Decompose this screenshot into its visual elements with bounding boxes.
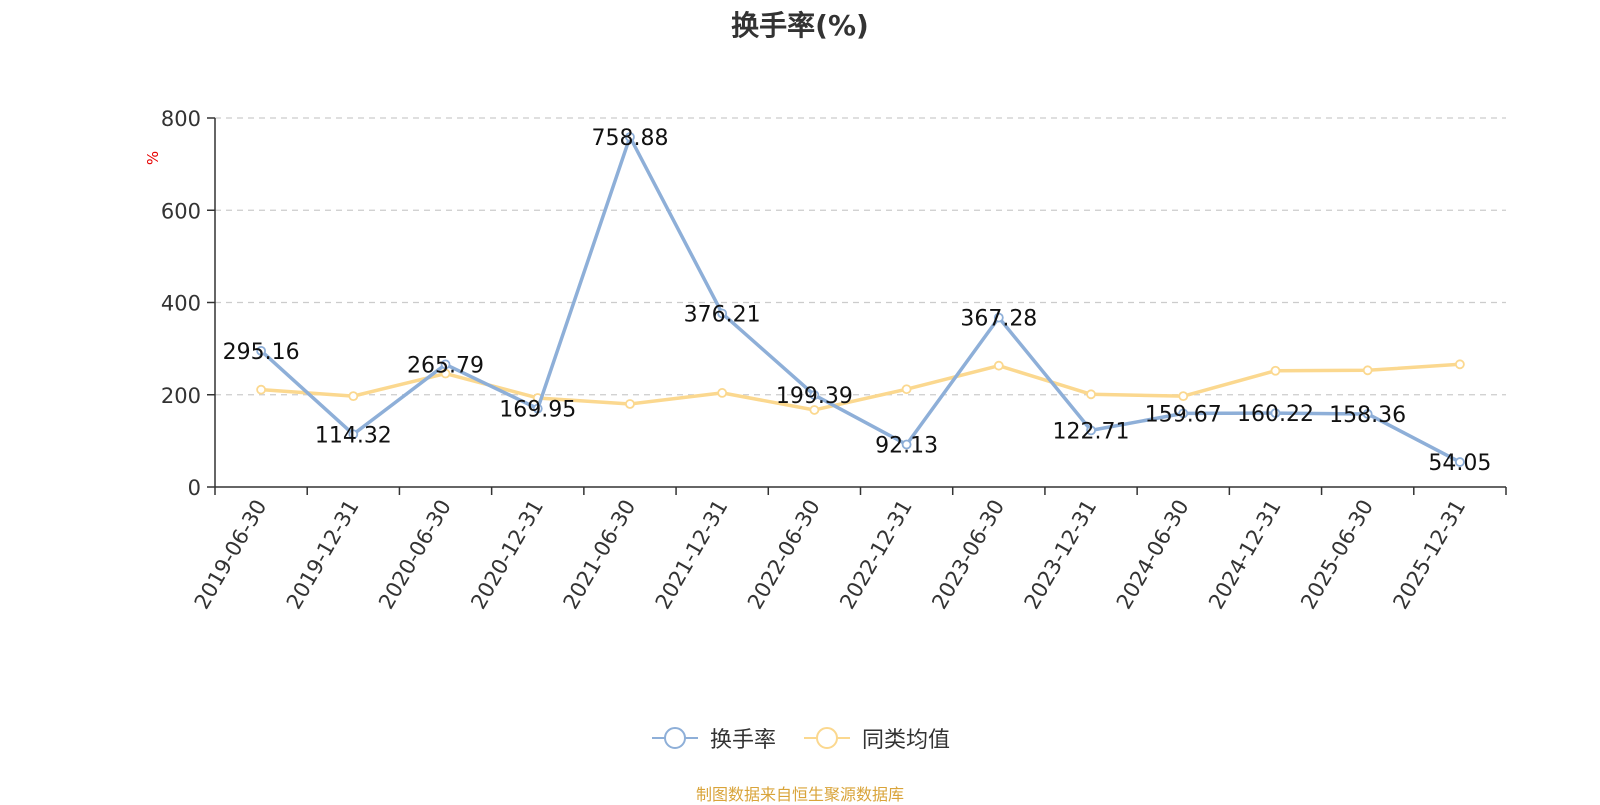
x-tick-label: 2021-12-31 [651,496,733,614]
data-label: 159.67 [1145,402,1222,427]
legend-label: 换手率 [709,728,776,753]
data-point [1086,425,1096,436]
data-point [1362,409,1373,419]
data-point [717,388,728,398]
legend-item[interactable]: 同类均值 [802,722,950,754]
legend-label: 同类均值 [862,728,951,753]
data-label: 367.28 [960,307,1037,332]
data-point [348,391,359,402]
legend-marker [816,727,838,749]
data-point [440,359,451,370]
x-tick-label: 2024-12-31 [1204,496,1286,614]
data-point [532,403,543,414]
data-point [993,360,1004,371]
data-label: 758.88 [591,126,668,151]
x-tick-label: 2020-06-30 [374,496,456,614]
data-label: 160.22 [1237,402,1314,427]
y-tick-label: 800 [161,107,201,131]
y-tick-label: 400 [161,292,201,316]
series-line [260,362,1461,412]
x-tick-label: 2020-12-31 [466,496,548,614]
data-point [809,390,820,400]
data-label: 54.05 [1428,451,1491,476]
source-note: 制图数据来自恒生聚源数据库 [695,785,904,804]
data-point [1178,408,1189,419]
data-point [901,439,912,450]
axes: 0 200 400 600 800% 2019-06-30 2019-12-31 2020-0… [144,107,1507,614]
data-label: 92.13 [875,434,938,459]
x-tick-label: 2023-12-31 [1020,496,1102,614]
data-point [348,429,359,440]
data-point [1362,365,1373,376]
data-point [256,345,267,356]
x-tick-label: 2019-06-30 [190,496,272,614]
legend-symbol-icon [804,727,850,749]
data-point [625,132,635,142]
legend-marker [663,727,686,749]
data-label: 158.36 [1329,403,1406,428]
data-label: 265.79 [407,353,484,378]
data-point [993,312,1004,323]
x-tick-label: 2024-06-30 [1112,496,1194,614]
data-point [901,384,912,395]
x-tick-label: 2022-06-30 [743,496,825,614]
legend-symbol-icon [651,727,698,749]
data-point [1454,457,1465,467]
data-label: 295.16 [223,340,300,365]
data-point [717,308,728,319]
data-label: 199.39 [776,384,853,409]
y-tick-label: 600 [161,199,201,223]
x-tick-label: 2025-06-30 [1296,496,1378,614]
data-point [440,368,451,379]
data-label: 169.95 [499,398,576,423]
data-point [809,405,820,415]
series [256,132,1465,467]
x-tick-label: 2019-12-31 [282,496,364,614]
x-tick-label: 2023-06-30 [927,496,1009,614]
data-point [1270,408,1281,418]
data-label: 376.21 [684,302,761,327]
data-point [1178,391,1189,402]
y-tick-label: 200 [161,384,201,408]
data-labels: 295.16 114.32 265.79 169.95 758.88 376.21 199.… [223,126,1492,476]
legend: 换手率 同类均值 [0,722,1600,754]
series-line [259,135,1461,464]
data-label: 122.71 [1053,419,1130,444]
legend-item[interactable]: 换手率 [650,722,776,754]
data-label: 114.32 [315,423,392,448]
data-point [1454,359,1465,370]
data-point [1086,389,1096,400]
x-tick-label: 2021-06-30 [558,496,640,614]
y-axis-label: % [144,151,162,165]
y-tick-label: 0 [188,476,201,500]
data-point [625,399,635,409]
x-tick-label: 2025-12-31 [1388,496,1470,614]
data-point [1270,365,1281,376]
data-point [256,384,267,395]
x-tick-label: 2022-12-31 [835,496,917,614]
chart-title: 换手率(%) [731,9,869,42]
